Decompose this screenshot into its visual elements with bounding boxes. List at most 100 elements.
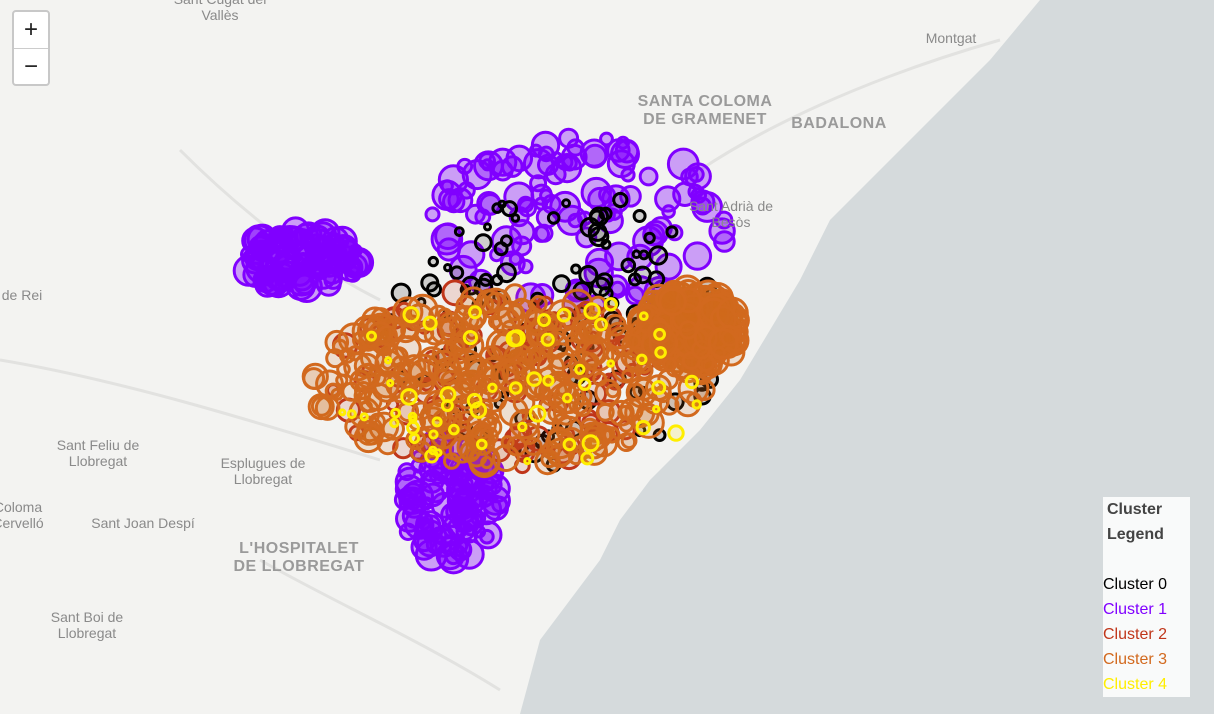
cluster-area	[517, 195, 535, 213]
cluster-area	[561, 155, 578, 172]
cluster-area	[452, 349, 484, 381]
legend-item: Cluster 1	[1103, 601, 1168, 618]
place-label: Montgat	[926, 30, 977, 46]
cluster-area	[583, 302, 601, 320]
cluster-area	[687, 166, 705, 183]
cluster-area	[389, 417, 400, 429]
cluster-area	[497, 199, 507, 209]
cluster-area	[262, 266, 295, 299]
cluster-area	[448, 423, 460, 436]
zoom-out[interactable]: −	[14, 48, 48, 85]
cluster-area	[488, 147, 518, 177]
cluster-area	[314, 395, 341, 421]
cluster-area	[578, 377, 592, 391]
cluster-area	[540, 332, 555, 347]
place-label: Sant Feliu de	[57, 437, 140, 453]
cluster-area	[332, 237, 346, 251]
cluster-area	[605, 383, 621, 399]
cluster-area	[346, 409, 357, 420]
cluster-area	[431, 416, 443, 428]
cluster-area	[461, 526, 479, 544]
cluster-area	[534, 448, 561, 476]
cluster-area	[480, 455, 494, 470]
cluster-area	[604, 313, 627, 337]
cluster-area	[512, 391, 536, 415]
cluster-area	[359, 412, 369, 422]
cluster-area	[425, 281, 443, 298]
cluster-area	[553, 381, 586, 415]
cluster-area	[398, 522, 418, 541]
cluster-area	[598, 206, 613, 221]
cluster-area	[433, 448, 443, 458]
cluster-area	[636, 353, 648, 365]
place-label: Besòs	[712, 214, 751, 230]
cluster-area	[643, 231, 656, 245]
cluster-area	[662, 356, 677, 372]
cluster-area	[400, 388, 418, 406]
cluster-area	[536, 353, 566, 382]
cluster-area	[487, 382, 498, 393]
cluster-area	[386, 379, 395, 388]
cluster-area	[684, 374, 700, 390]
cluster-area	[568, 449, 584, 466]
cluster-area	[707, 328, 739, 359]
place-label: Coloma	[0, 499, 42, 515]
cluster-area	[466, 392, 483, 409]
place-label: SANTA COLOMA	[638, 93, 773, 110]
cluster-area	[600, 238, 612, 250]
cluster-area	[508, 381, 523, 395]
place-label: Esplugues de	[221, 455, 306, 471]
cluster-area	[603, 297, 618, 312]
cluster-area	[454, 518, 469, 533]
cluster-area	[620, 432, 638, 450]
cluster-area	[449, 317, 470, 338]
cluster-area	[427, 255, 439, 268]
cluster-area	[684, 162, 712, 191]
legend-item: Cluster 3	[1103, 651, 1168, 668]
place-label: Llobregat	[58, 625, 116, 641]
cluster-area	[500, 234, 513, 248]
cluster-area	[616, 135, 630, 150]
cluster-area	[620, 167, 636, 183]
cluster-area	[517, 421, 528, 433]
cluster-area	[354, 362, 381, 389]
cluster-area	[658, 287, 687, 317]
cluster-area	[508, 252, 523, 266]
cluster-area	[456, 486, 474, 504]
cluster-area	[491, 273, 504, 287]
zoom-in[interactable]: +	[23, 16, 38, 43]
cluster-area	[505, 330, 523, 348]
cluster-area	[612, 191, 629, 209]
cluster-area	[648, 245, 669, 266]
cluster-area	[384, 356, 393, 365]
cluster-area	[530, 130, 561, 161]
place-label: L'HOSPITALET	[239, 540, 359, 557]
cluster-area	[625, 333, 642, 350]
cluster-area	[581, 339, 615, 372]
place-label: Cervelló	[0, 515, 44, 531]
cluster-area	[588, 206, 610, 227]
cluster-area	[468, 305, 482, 320]
cluster-area	[472, 374, 492, 394]
cluster-area	[475, 289, 501, 315]
place-labels: Sant Cugat delVallèsMontgatSANTA COLOMAD…	[0, 0, 976, 641]
cluster-area	[651, 380, 667, 396]
legend-item: Cluster 0	[1103, 576, 1168, 593]
cluster-area	[635, 419, 651, 436]
cluster-area	[580, 451, 595, 466]
cluster-area	[394, 474, 425, 504]
cluster-layer	[232, 127, 750, 575]
cluster-area	[547, 404, 565, 423]
cluster-area	[632, 209, 647, 223]
cluster-area	[483, 222, 492, 232]
cluster-area	[578, 265, 599, 285]
place-label: Vallès	[201, 7, 238, 23]
cluster-area	[652, 405, 661, 414]
cluster-area	[422, 315, 438, 331]
cluster-area	[693, 196, 712, 216]
cluster-area	[581, 434, 600, 453]
cluster-area	[402, 306, 420, 324]
cluster-area	[661, 204, 676, 219]
cluster-area	[506, 435, 528, 457]
cluster-area	[594, 317, 608, 332]
